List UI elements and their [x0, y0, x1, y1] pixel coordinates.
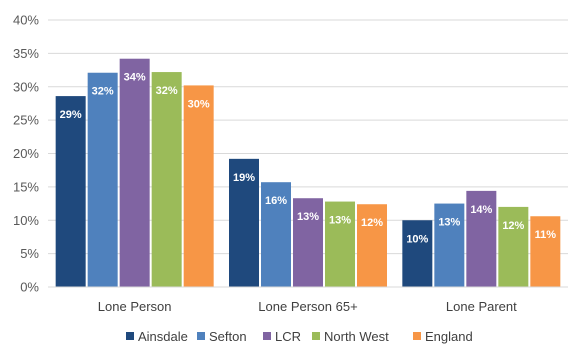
data-label: 19%: [233, 172, 255, 184]
y-tick-label: 10%: [13, 213, 39, 228]
bars: 29% 32% 34% 32% 30% 19% 16% 13% 13% 12% 10% 13% 14% 1…: [55, 58, 561, 288]
y-tick-label: 25%: [13, 113, 39, 128]
y-tick-label: 15%: [13, 179, 39, 194]
bar-ainsdale-lone-person: [55, 96, 86, 287]
y-tick-label: 35%: [13, 46, 39, 61]
bar-england-lone-person: [183, 85, 214, 287]
data-label: 12%: [502, 220, 524, 232]
data-label: 11%: [535, 229, 557, 241]
x-axis: Lone Person Lone Person 65+ Lone Parent: [48, 286, 568, 314]
legend-swatch: [197, 332, 205, 340]
data-label: 14%: [470, 204, 492, 216]
category-label: Lone Person 65+: [258, 299, 357, 314]
bar-england-lone-parent: [530, 216, 561, 287]
y-axis: 0% 5% 10% 15% 20% 25% 30% 35% 40%: [13, 13, 39, 295]
category-label: Lone Person: [98, 299, 172, 314]
data-label: 30%: [188, 98, 210, 110]
legend-label: Sefton: [209, 329, 247, 344]
data-label: 32%: [156, 85, 178, 97]
data-label: 13%: [297, 211, 319, 223]
y-tick-label: 30%: [13, 79, 39, 94]
legend-label: England: [425, 329, 473, 344]
legend-swatch: [312, 332, 320, 340]
legend-label: North West: [324, 329, 389, 344]
legend-swatch: [263, 332, 271, 340]
bar-ainsdale-lone-parent: [402, 220, 433, 287]
data-label: 12%: [361, 217, 383, 229]
bar-north-west-lone-person-65-: [325, 201, 355, 287]
bar-ainsdale-lone-person-65-: [229, 158, 259, 287]
y-tick-label: 20%: [13, 146, 39, 161]
category-label: Lone Parent: [446, 299, 517, 314]
bar-sefton-lone-person: [87, 72, 118, 287]
data-label: 13%: [329, 215, 351, 227]
bar-sefton-lone-parent: [434, 203, 465, 287]
bar-england-lone-person-65-: [357, 204, 387, 287]
bar-lcr-lone-person: [119, 58, 150, 288]
legend: Ainsdale Sefton LCR North West England: [126, 329, 473, 344]
legend-label: LCR: [275, 329, 301, 344]
bar-lcr-lone-parent: [466, 190, 497, 287]
bar-sefton-lone-person-65-: [261, 182, 291, 287]
data-label: 13%: [438, 217, 460, 229]
legend-swatch: [126, 332, 134, 340]
y-tick-label: 0%: [20, 280, 39, 295]
data-label: 16%: [265, 195, 287, 207]
bar-lcr-lone-person-65-: [293, 198, 323, 287]
y-tick-label: 5%: [20, 246, 39, 261]
data-label: 32%: [92, 86, 114, 98]
data-label: 34%: [124, 72, 146, 84]
bar-north-west-lone-person: [151, 72, 182, 287]
data-label: 29%: [60, 109, 82, 121]
data-label: 10%: [406, 233, 428, 245]
legend-swatch: [413, 332, 421, 340]
y-tick-label: 40%: [13, 13, 39, 28]
bar-north-west-lone-parent: [498, 206, 529, 287]
legend-label: Ainsdale: [138, 329, 188, 344]
